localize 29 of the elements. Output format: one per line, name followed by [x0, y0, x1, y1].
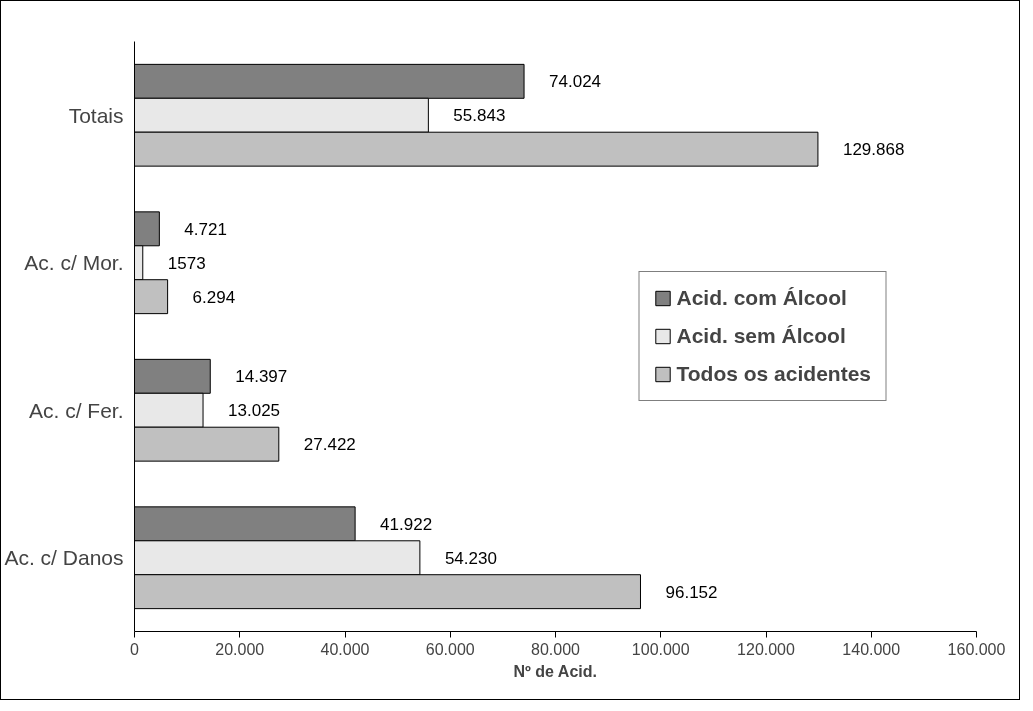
legend-label: Acid. com Álcool — [676, 286, 847, 310]
x-tick-label: 60.000 — [425, 640, 475, 658]
data-label: 14.397 — [235, 367, 288, 387]
legend-label: Todos os acidentes — [676, 362, 871, 386]
x-tick-label: 80.000 — [531, 640, 581, 658]
data-label: 4.721 — [184, 219, 227, 239]
x-tick-label: 160.000 — [947, 640, 1006, 658]
data-label: 13.025 — [228, 401, 281, 421]
data-label: 41.922 — [380, 514, 433, 534]
data-label: 74.024 — [549, 72, 602, 92]
data-label: 54.230 — [444, 548, 497, 568]
y-tick-label: Ac. c/ Fer. — [28, 398, 124, 422]
y-tick-label: Ac. c/ Mor. — [24, 251, 124, 275]
x-tick-label: 0 — [130, 640, 140, 658]
x-axis-title: Nº de Acid. — [513, 662, 597, 680]
legend-label: Acid. sem Álcool — [676, 324, 846, 348]
x-tick-label: 20.000 — [215, 640, 265, 658]
data-label: 1573 — [167, 253, 206, 273]
data-label: 55.843 — [453, 106, 506, 126]
data-label: 27.422 — [303, 435, 356, 455]
data-label: 6.294 — [192, 287, 236, 307]
x-tick-label: 120.000 — [737, 640, 796, 658]
y-tick-label: Totais — [68, 103, 124, 127]
x-tick-label: 140.000 — [842, 640, 901, 658]
x-tick-label: 100.000 — [631, 640, 690, 658]
y-tick-label: Ac. c/ Danos — [4, 546, 124, 570]
x-tick-label: 40.000 — [320, 640, 370, 658]
data-label: 129.868 — [842, 140, 905, 160]
data-label: 96.152 — [665, 582, 718, 602]
